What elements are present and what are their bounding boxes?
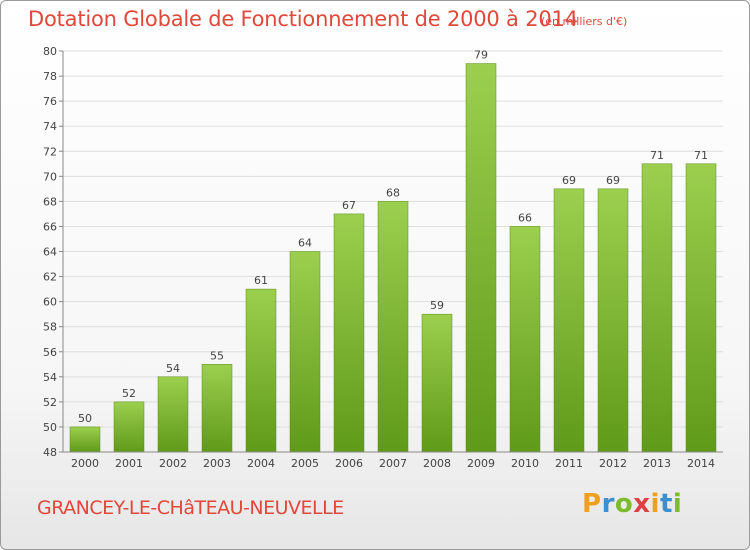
x-tick-label-2011: 2011	[555, 457, 583, 470]
data-label-2012: 69	[606, 174, 620, 187]
bar-2001	[113, 401, 145, 453]
y-tick-label: 64	[43, 246, 57, 259]
bar-2013	[641, 163, 673, 453]
bar-2009	[465, 63, 497, 453]
x-tick-label-2000: 2000	[71, 457, 99, 470]
data-label-2004: 61	[254, 274, 268, 287]
chart-subtitle: (en milliers d'€)	[541, 15, 628, 28]
logo-letter: i	[650, 489, 660, 519]
y-tick-label: 76	[43, 95, 57, 108]
bar-2007	[377, 201, 409, 453]
y-tick-label: 48	[43, 446, 57, 459]
bar-2003	[201, 364, 233, 453]
x-tick-label-2013: 2013	[643, 457, 671, 470]
logo-letter: o	[614, 489, 634, 519]
y-tick-label: 74	[43, 120, 57, 133]
y-tick-label: 50	[43, 421, 57, 434]
x-tick-label-2003: 2003	[203, 457, 231, 470]
data-label-2009: 79	[474, 49, 488, 62]
y-tick-label: 72	[43, 145, 57, 158]
y-tick-label: 78	[43, 70, 57, 83]
y-tick-label: 70	[43, 170, 57, 183]
data-label-2001: 52	[122, 387, 136, 400]
x-tick-label-2010: 2010	[511, 457, 539, 470]
logo-letter: r	[601, 489, 615, 519]
data-label-2000: 50	[78, 412, 92, 425]
x-tick-label-2005: 2005	[291, 457, 319, 470]
data-label-2008: 59	[430, 299, 444, 312]
bar-2005	[289, 251, 321, 453]
y-tick-label: 60	[43, 296, 57, 309]
bar-2002	[157, 376, 189, 453]
chart-title: Dotation Globale de Fonctionnement de 20…	[28, 7, 578, 31]
y-tick-label: 66	[43, 220, 57, 233]
y-tick-label: 62	[43, 271, 57, 284]
x-tick-label-2014: 2014	[687, 457, 715, 470]
x-tick-label-2006: 2006	[335, 457, 363, 470]
y-tick-label: 56	[43, 346, 57, 359]
bar-2008	[421, 313, 453, 453]
data-label-2010: 66	[518, 211, 532, 224]
data-label-2011: 69	[562, 174, 576, 187]
data-label-2003: 55	[210, 349, 224, 362]
data-label-2006: 67	[342, 199, 356, 212]
bar-2010	[509, 226, 541, 453]
data-label-2005: 64	[298, 237, 312, 250]
y-tick-label: 52	[43, 396, 57, 409]
proxiti-logo: Proxiti	[582, 489, 682, 519]
x-tick-label-2002: 2002	[159, 457, 187, 470]
logo-letter: x	[633, 489, 651, 519]
y-tick-label: 80	[43, 45, 57, 58]
x-tick-label-2004: 2004	[247, 457, 275, 470]
x-tick-label-2008: 2008	[423, 457, 451, 470]
y-tick-label: 58	[43, 321, 57, 334]
bar-2004	[245, 288, 277, 453]
x-tick-label-2001: 2001	[115, 457, 143, 470]
bar-2011	[553, 188, 585, 453]
y-tick-label: 54	[43, 371, 57, 384]
logo-letter: P	[582, 489, 602, 519]
logo-letter: t	[659, 489, 673, 519]
x-tick-label-2009: 2009	[467, 457, 495, 470]
y-tick-label: 68	[43, 195, 57, 208]
bar-2006	[333, 213, 365, 453]
data-label-2002: 54	[166, 362, 180, 375]
data-label-2014: 71	[694, 149, 708, 162]
bar-2014	[685, 163, 717, 453]
logo-letter: i	[672, 489, 683, 519]
commune-name: GRANCEY-LE-CHâTEAU-NEUVELLE	[37, 497, 344, 519]
x-tick-label-2007: 2007	[379, 457, 407, 470]
bar-2012	[597, 188, 629, 453]
x-tick-label-2012: 2012	[599, 457, 627, 470]
bar-2000	[69, 426, 101, 453]
data-label-2013: 71	[650, 149, 664, 162]
data-label-2007: 68	[386, 186, 400, 199]
